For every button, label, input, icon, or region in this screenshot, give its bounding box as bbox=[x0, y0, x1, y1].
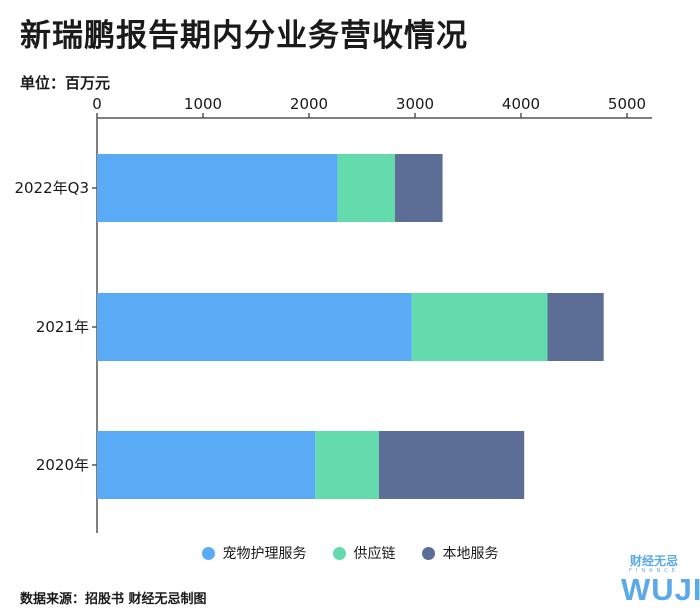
y-category-label: 2020年 bbox=[36, 456, 89, 474]
bar-segment bbox=[378, 431, 525, 499]
bar-segment bbox=[547, 293, 604, 361]
bar-segment bbox=[411, 293, 548, 361]
stacked-bar-chart: 0 1000 2000 3000 4000 5000 2022年Q3 2021年 2020年 bbox=[14, 95, 652, 533]
legend-swatch-local-services bbox=[421, 546, 435, 560]
data-source-note: 数据来源：招股书 财经无忌制图 bbox=[20, 592, 207, 607]
legend-swatch-supply-chain bbox=[332, 546, 346, 560]
chart-title: 新瑞鹏报告期内分业务营收情况 bbox=[20, 18, 468, 54]
legend-item-local-services: 本地服务 bbox=[421, 543, 499, 563]
y-category-label: 2022年Q3 bbox=[14, 179, 89, 197]
chart-legend: 宠物护理服务 供应链 本地服务 bbox=[0, 543, 700, 563]
legend-swatch-pet-care bbox=[201, 546, 215, 560]
legend-label-supply-chain: 供应链 bbox=[353, 546, 396, 562]
x-tick-label: 3000 bbox=[396, 95, 434, 113]
y-category-label: 2021年 bbox=[36, 318, 89, 336]
legend-item-pet-care: 宠物护理服务 bbox=[201, 543, 307, 563]
legend-item-supply-chain: 供应链 bbox=[332, 543, 396, 563]
bar-segment bbox=[337, 154, 395, 222]
logo-top-text: 财经无忌 bbox=[629, 554, 678, 568]
logo-finance-text: FINANCE bbox=[629, 568, 679, 574]
x-tick-label: 1000 bbox=[184, 95, 222, 113]
bar-segment bbox=[315, 431, 379, 499]
bar-segment bbox=[97, 154, 338, 222]
logo-wuji-text: WUJI bbox=[621, 572, 700, 607]
bar-segment bbox=[394, 154, 443, 222]
bar-segment bbox=[97, 293, 412, 361]
x-tick-label: 4000 bbox=[502, 95, 540, 113]
x-tick-label: 2000 bbox=[290, 95, 328, 113]
wuji-finance-logo: 财经无忌 FINANCE WUJI bbox=[621, 554, 700, 607]
bar-segment bbox=[97, 431, 316, 499]
x-tick-label: 0 bbox=[92, 95, 102, 113]
legend-label-local-services: 本地服务 bbox=[442, 546, 499, 562]
unit-label: 单位：百万元 bbox=[20, 74, 111, 92]
x-tick-label: 5000 bbox=[608, 95, 646, 113]
legend-label-pet-care: 宠物护理服务 bbox=[222, 546, 307, 562]
